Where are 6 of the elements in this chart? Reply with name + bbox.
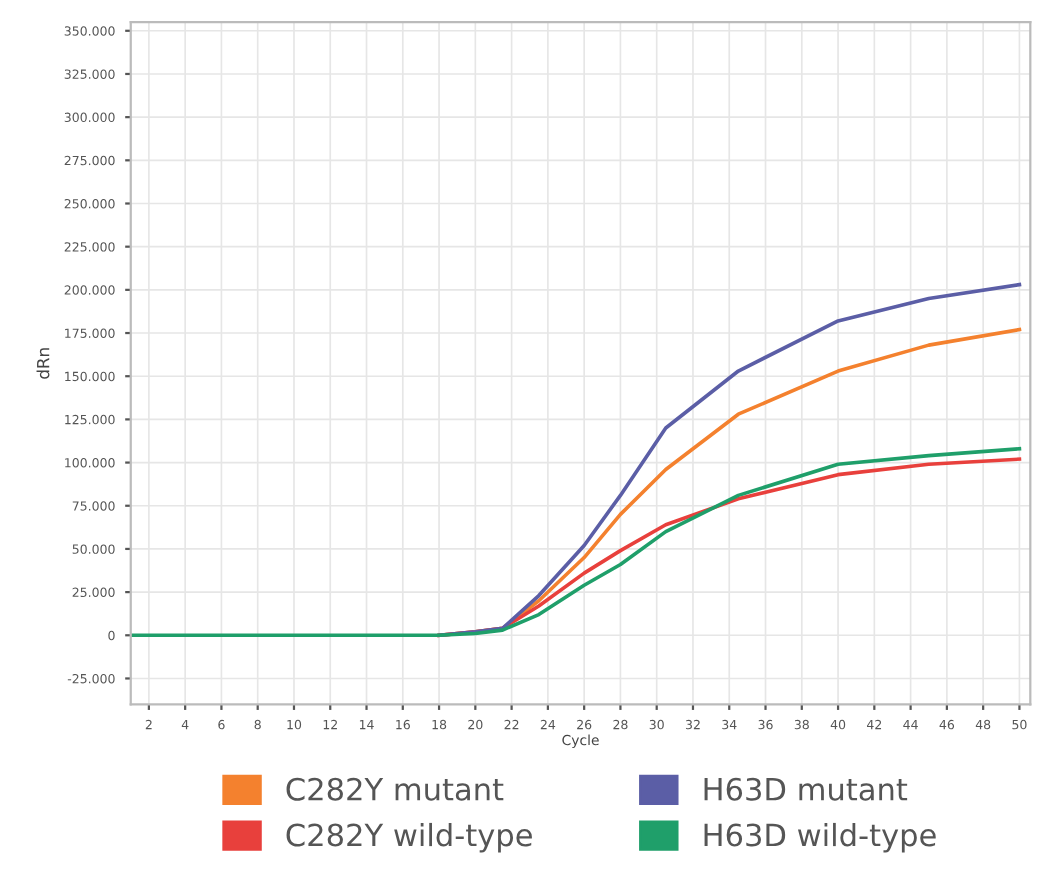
legend-label: C282Y wild-type xyxy=(286,822,532,853)
legend-label: C282Y mutant xyxy=(286,777,504,801)
line-series xyxy=(130,446,1022,638)
y-axis-title: dRn xyxy=(36,348,50,379)
legend-label: H63D wild-type xyxy=(704,822,936,853)
legend-label: H63D mutant xyxy=(704,777,908,801)
